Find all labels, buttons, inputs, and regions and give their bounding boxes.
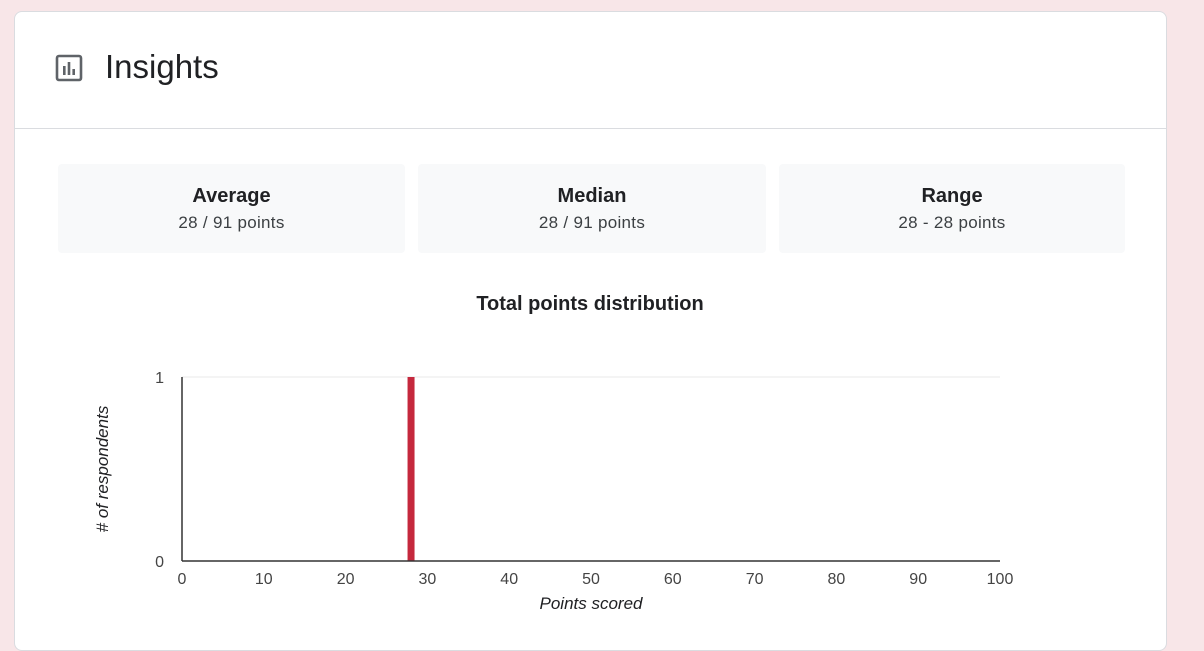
x-tick-label: 100: [987, 571, 1014, 588]
stat-card-average: Average 28 / 91 points: [58, 164, 405, 253]
x-tick-label: 10: [255, 571, 273, 588]
stat-value-range: 28 - 28 points: [898, 213, 1006, 232]
stat-label-average: Average: [192, 185, 271, 207]
x-tick-label: 80: [828, 571, 846, 588]
x-tick-label: 30: [419, 571, 437, 588]
x-axis-label: Points scored: [540, 594, 644, 613]
stat-card-median: Median 28 / 91 points: [418, 164, 766, 253]
stat-card-range: Range 28 - 28 points: [779, 164, 1125, 253]
x-tick-label: 50: [582, 571, 600, 588]
x-tick-label: 60: [664, 571, 682, 588]
x-tick-label: 0: [178, 571, 187, 588]
y-tick-label: 0: [155, 554, 164, 571]
insights-card: Insights Average 28 / 91 points Median 2…: [14, 11, 1167, 651]
stat-value-average: 28 / 91 points: [178, 213, 285, 232]
x-tick-label: 40: [500, 571, 518, 588]
chart-title: Total points distribution: [476, 293, 703, 315]
points-distribution-chart: Total points distribution # of responden…: [93, 293, 1013, 613]
y-tick-label: 1: [155, 370, 164, 387]
bar-chart-box-icon: [55, 54, 83, 82]
x-tick-label: 20: [337, 571, 355, 588]
x-tick-label: 70: [746, 571, 764, 588]
bar: [407, 377, 415, 561]
stat-label-range: Range: [921, 185, 983, 207]
x-tick-label: 90: [909, 571, 927, 588]
page-title: Insights: [105, 48, 219, 85]
stat-value-median: 28 / 91 points: [538, 213, 646, 232]
stat-label-median: Median: [557, 185, 627, 207]
insights-header: Insights: [15, 12, 1166, 129]
plot-area: 010 10 20 30 40 50 60 70 80 90 100: [155, 370, 1013, 588]
y-axis-label: # of respondents: [93, 405, 112, 532]
